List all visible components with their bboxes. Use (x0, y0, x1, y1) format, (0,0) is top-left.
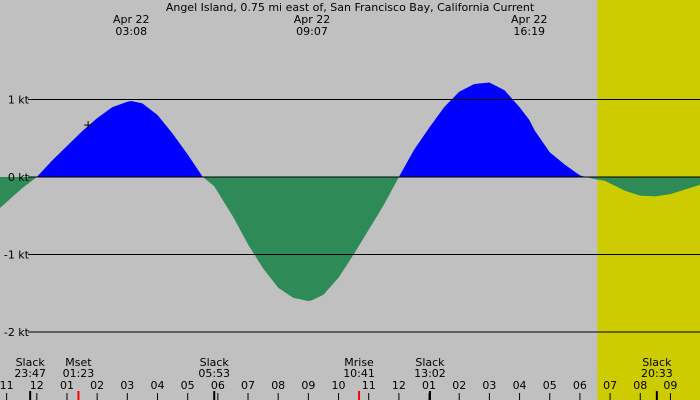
x-tick-label: 11 (362, 379, 376, 392)
top-annotation-time: 16:19 (513, 25, 545, 38)
x-tick-label: 02 (90, 379, 104, 392)
event-time: 01:23 (63, 367, 95, 380)
x-tick-label: 07 (603, 379, 617, 392)
top-annotation-time: 03:08 (115, 25, 147, 38)
y-axis-labels: 1 kt 0 kt -1 kt -2 kt (4, 94, 30, 340)
event-time: 20:33 (641, 367, 673, 380)
current-areas (0, 82, 700, 301)
event-time: 05:53 (198, 367, 230, 380)
event-label: Mset (65, 356, 92, 369)
x-tick-label: 03 (120, 379, 134, 392)
x-axis: 11 12 01 02 03 04 05 06 07 08 09 10 11 12 01 02 03 04 05 06… (0, 379, 677, 400)
x-tick-label: 08 (271, 379, 285, 392)
event-label: Mrise (344, 356, 374, 369)
x-tick-label: 02 (452, 379, 466, 392)
y-tick-label: 1 kt (8, 94, 30, 107)
y-tick-label: 0 kt (8, 171, 30, 184)
event-time: 10:41 (343, 367, 375, 380)
x-tick-label: 10 (332, 379, 346, 392)
top-annotation-date: Apr 22 (294, 13, 331, 26)
x-tick-label: 04 (513, 379, 527, 392)
x-tick-label: 05 (543, 379, 557, 392)
bottom-events: Slack23:47Mset01:23Slack05:53Mrise10:41S… (14, 356, 672, 380)
cross-marker (84, 121, 93, 130)
top-annotation-date: Apr 22 (511, 13, 548, 26)
top-annotation-date: Apr 22 (113, 13, 150, 26)
x-tick-label: 12 (392, 379, 406, 392)
flood-area (398, 82, 586, 177)
gridlines (28, 99, 700, 333)
x-tick-label: 01 (422, 379, 436, 392)
x-tick-label: 06 (211, 379, 225, 392)
event-time: 23:47 (14, 367, 46, 380)
flood-area (36, 101, 203, 177)
x-tick-label: 04 (151, 379, 165, 392)
x-tick-label: 12 (30, 379, 44, 392)
chart-title: Angel Island, 0.75 mi east of, San Franc… (166, 1, 535, 14)
event-time: 13:02 (414, 367, 446, 380)
y-tick-label: -1 kt (4, 249, 30, 262)
event-label: Slack (415, 356, 445, 369)
x-tick-label: 08 (633, 379, 647, 392)
x-tick-label: 07 (241, 379, 255, 392)
x-tick-label: 06 (573, 379, 587, 392)
y-tick-label: -2 kt (4, 326, 30, 339)
x-tick-label: 11 (0, 379, 14, 392)
daylight-band (597, 0, 700, 400)
top-annotation-time: 09:07 (296, 25, 328, 38)
x-tick-label: 03 (482, 379, 496, 392)
event-label: Slack (200, 356, 230, 369)
event-label: Slack (642, 356, 672, 369)
event-label: Slack (16, 356, 46, 369)
ebb-area (202, 177, 399, 301)
ebb-area (585, 177, 700, 197)
x-tick-label: 09 (663, 379, 677, 392)
ebb-area (0, 177, 37, 208)
x-tick-label: 09 (301, 379, 315, 392)
x-tick-label: 05 (181, 379, 195, 392)
x-tick-label: 01 (60, 379, 74, 392)
